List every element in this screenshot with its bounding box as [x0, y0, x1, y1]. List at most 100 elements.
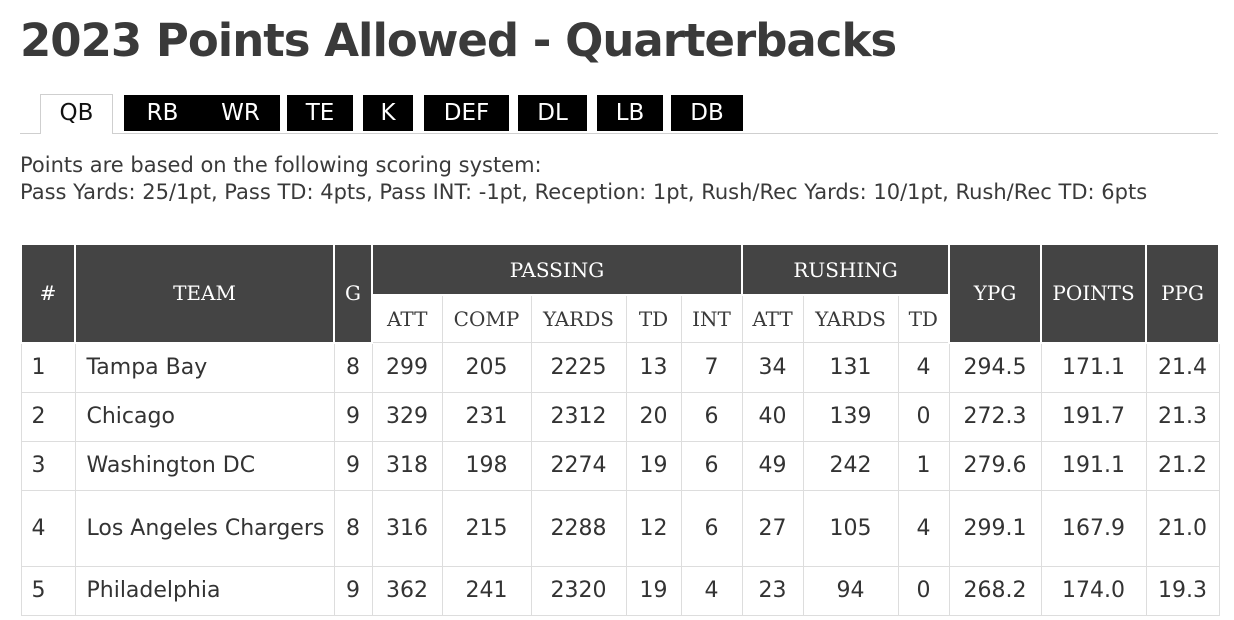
- pass-yards-cell: 2312: [530, 391, 627, 442]
- pass-att-cell: 316: [371, 489, 443, 567]
- header-points[interactable]: POINTS: [1040, 243, 1148, 344]
- rank-cell: 1: [20, 342, 76, 393]
- rush-yards-cell: 94: [802, 565, 899, 616]
- rush-yards-cell: 242: [802, 440, 899, 491]
- rush-att-cell: 27: [741, 489, 804, 567]
- tab-def[interactable]: DEF: [424, 95, 509, 131]
- header-pass-yards[interactable]: YARDS: [530, 294, 627, 343]
- pass-yards-cell: 2225: [530, 342, 627, 393]
- team-cell: Chicago: [74, 391, 335, 442]
- scoring-rules: Pass Yards: 25/1pt, Pass TD: 4pts, Pass …: [20, 180, 1148, 204]
- ypg-cell: 268.2: [948, 565, 1042, 616]
- pass-td-cell: 20: [625, 391, 682, 442]
- ppg-cell: 21.3: [1145, 391, 1220, 442]
- pass-int-cell: 7: [680, 342, 743, 393]
- tab-lb[interactable]: LB: [597, 95, 663, 131]
- rush-yards-cell: 131: [802, 342, 899, 393]
- rush-td-cell: 4: [897, 489, 950, 567]
- header-ppg[interactable]: PPG: [1145, 243, 1221, 344]
- games-cell: 9: [333, 440, 373, 491]
- ppg-cell: 21.0: [1145, 489, 1220, 567]
- pass-att-cell: 329: [371, 391, 443, 442]
- header-passing: PASSING: [370, 243, 744, 296]
- games-cell: 9: [333, 391, 373, 442]
- tab-rb[interactable]: RB: [124, 95, 201, 131]
- header-rushing: RUSHING: [741, 243, 951, 296]
- team-cell: Philadelphia: [74, 565, 335, 616]
- header-rank[interactable]: #: [20, 243, 76, 344]
- header-pass-comp[interactable]: COMP: [441, 294, 532, 343]
- pass-att-cell: 362: [371, 565, 443, 616]
- pass-att-cell: 299: [371, 342, 443, 393]
- ppg-cell: 19.3: [1145, 565, 1220, 616]
- points-cell: 174.0: [1040, 565, 1147, 616]
- tab-db[interactable]: DB: [671, 95, 743, 131]
- rank-cell: 5: [20, 565, 76, 616]
- pass-yards-cell: 2288: [530, 489, 627, 567]
- ypg-cell: 279.6: [948, 440, 1042, 491]
- header-ypg[interactable]: YPG: [948, 243, 1043, 344]
- header-rush-att[interactable]: ATT: [741, 294, 804, 343]
- rush-att-cell: 23: [741, 565, 804, 616]
- rank-cell: 2: [20, 391, 76, 442]
- pass-comp-cell: 198: [441, 440, 532, 491]
- ppg-cell: 21.4: [1145, 342, 1220, 393]
- pass-comp-cell: 241: [441, 565, 532, 616]
- pass-att-cell: 318: [371, 440, 443, 491]
- points-cell: 191.1: [1040, 440, 1147, 491]
- pass-comp-cell: 215: [441, 489, 532, 567]
- games-cell: 8: [333, 489, 373, 567]
- rush-td-cell: 0: [897, 565, 950, 616]
- pass-int-cell: 4: [680, 565, 743, 616]
- rush-yards-cell: 139: [802, 391, 899, 442]
- header-pass-att[interactable]: ATT: [371, 294, 443, 343]
- rush-att-cell: 49: [741, 440, 804, 491]
- header-pass-int[interactable]: INT: [680, 294, 743, 343]
- points-allowed-table: # TEAM G PASSING RUSHING YPG POINTS PPG …: [20, 243, 1221, 616]
- points-cell: 191.7: [1040, 391, 1147, 442]
- header-pass-td[interactable]: TD: [625, 294, 682, 343]
- rush-att-cell: 34: [741, 342, 804, 393]
- table-row: 3 Washington DC 9 318 198 2274 19 6 49 2…: [20, 440, 1220, 491]
- pass-int-cell: 6: [680, 391, 743, 442]
- header-rush-td[interactable]: TD: [897, 294, 950, 343]
- rank-cell: 4: [20, 489, 76, 567]
- ypg-cell: 294.5: [948, 342, 1042, 393]
- scoring-intro: Points are based on the following scorin…: [20, 153, 542, 177]
- rank-cell: 3: [20, 440, 76, 491]
- header-rush-yards[interactable]: YARDS: [802, 294, 899, 343]
- tab-qb[interactable]: QB: [40, 94, 113, 134]
- scoring-system-note: Points are based on the following scorin…: [20, 152, 1225, 206]
- tab-k[interactable]: K: [363, 95, 413, 131]
- rush-td-cell: 4: [897, 342, 950, 393]
- tab-wr[interactable]: WR: [201, 95, 280, 131]
- ypg-cell: 299.1: [948, 489, 1042, 567]
- pass-td-cell: 19: [625, 565, 682, 616]
- pass-td-cell: 19: [625, 440, 682, 491]
- rush-att-cell: 40: [741, 391, 804, 442]
- team-cell: Tampa Bay: [74, 342, 335, 393]
- tab-dl[interactable]: DL: [518, 95, 587, 131]
- rush-td-cell: 1: [897, 440, 950, 491]
- table-row: 2 Chicago 9 329 231 2312 20 6 40 139 0 2…: [20, 391, 1220, 442]
- pass-td-cell: 12: [625, 489, 682, 567]
- team-cell: Washington DC: [74, 440, 335, 491]
- tab-te[interactable]: TE: [287, 95, 353, 131]
- team-cell: Los Angeles Chargers: [74, 489, 335, 567]
- pass-int-cell: 6: [680, 489, 743, 567]
- pass-yards-cell: 2274: [530, 440, 627, 491]
- position-tabs: QB RB WR TE K DEF DL LB DB: [20, 94, 1218, 134]
- ppg-cell: 21.2: [1145, 440, 1220, 491]
- header-team[interactable]: TEAM: [74, 243, 335, 344]
- table-row: 4 Los Angeles Chargers 8 316 215 2288 12…: [20, 489, 1220, 567]
- pass-comp-cell: 231: [441, 391, 532, 442]
- header-games[interactable]: G: [333, 243, 373, 344]
- ypg-cell: 272.3: [948, 391, 1042, 442]
- table-row: 5 Philadelphia 9 362 241 2320 19 4 23 94…: [20, 565, 1220, 616]
- rush-yards-cell: 105: [802, 489, 899, 567]
- games-cell: 9: [333, 565, 373, 616]
- rush-td-cell: 0: [897, 391, 950, 442]
- games-cell: 8: [333, 342, 373, 393]
- points-cell: 171.1: [1040, 342, 1147, 393]
- page-title: 2023 Points Allowed - Quarterbacks: [20, 14, 897, 67]
